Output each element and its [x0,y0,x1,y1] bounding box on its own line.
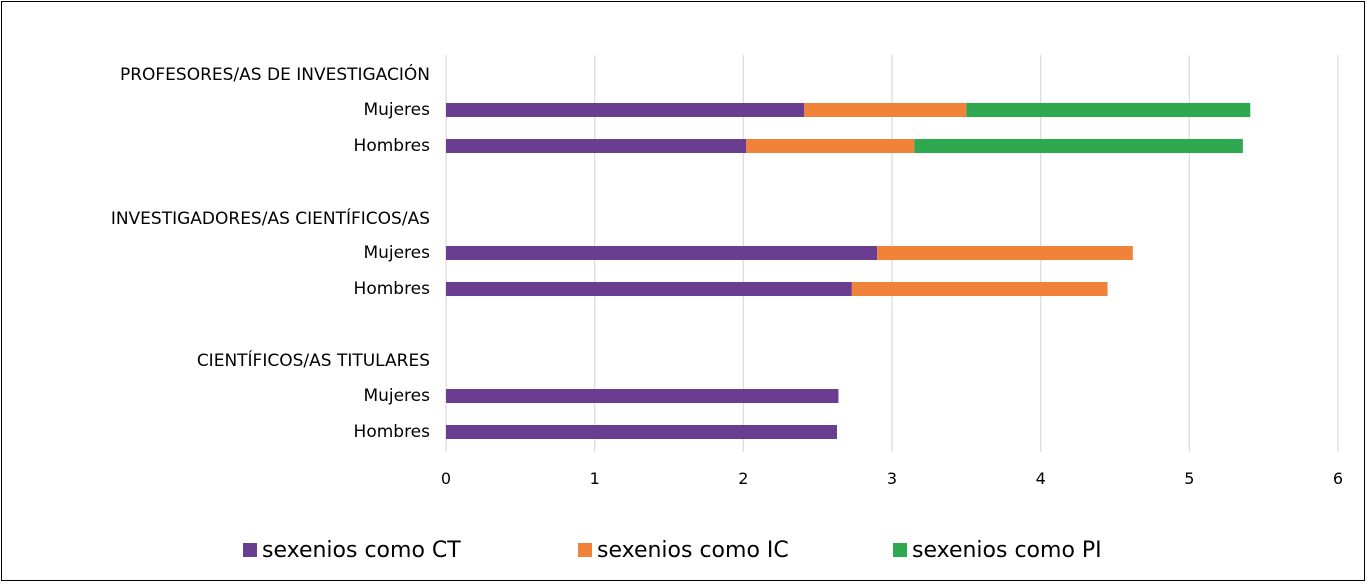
bar-segment [746,139,915,153]
group-label: CIENTÍFICOS/AS TITULARES [197,349,430,371]
bar-segment [877,246,1133,260]
x-tick-label: 1 [590,469,600,488]
category-label: Hombres [354,136,431,156]
category-label: Hombres [354,279,431,299]
x-tick-label: 2 [738,469,748,488]
bar-segment [914,139,1243,153]
category-label: Mujeres [363,243,430,263]
legend-label: sexenios como PI [912,538,1102,563]
bar-segment [446,425,837,439]
x-tick-label: 0 [441,469,451,488]
category-label: Mujeres [363,386,430,406]
legend-label: sexenios como CT [262,538,461,563]
bar-segment [446,103,805,117]
x-tick-label: 6 [1333,469,1343,488]
category-label: Mujeres [363,100,430,120]
legend-swatch [578,543,592,557]
category-label: Hombres [354,422,431,442]
legend-swatch [243,543,257,557]
bar-segment [446,246,878,260]
bar-segment [446,282,852,296]
group-label: PROFESORES/AS DE INVESTIGACIÓN [120,63,430,85]
bar-segment [851,282,1108,296]
bar-segment [966,103,1251,117]
x-tick-label: 4 [1036,469,1046,488]
legend-swatch [893,543,907,557]
x-tick-label: 3 [887,469,897,488]
group-label: INVESTIGADORES/AS CIENTÍFICOS/AS [111,207,430,229]
bar-segment [446,389,839,403]
x-tick-label: 5 [1184,469,1194,488]
bar-segment [446,139,747,153]
bar-segment [804,103,967,117]
legend-label: sexenios como IC [597,538,789,563]
